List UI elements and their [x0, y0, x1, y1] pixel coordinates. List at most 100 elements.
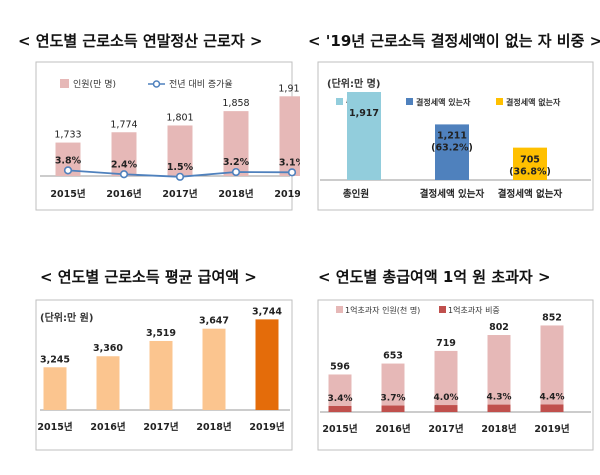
unit-label: (단위:만 원)	[40, 311, 93, 324]
line-value-label: 2.4%	[111, 159, 138, 170]
bar	[513, 147, 547, 180]
line-value-label: 1.5%	[167, 162, 194, 173]
x-tick-label: 2019년	[274, 188, 300, 200]
bar	[111, 132, 137, 176]
bar	[434, 405, 458, 412]
legend-label: 1억초과자 인원(천 명)	[345, 305, 420, 315]
bar	[540, 325, 564, 412]
bar	[223, 111, 249, 176]
line-point	[119, 170, 129, 179]
x-tick-label: 2016년	[90, 421, 125, 433]
chart-frame	[317, 61, 594, 211]
chart-high-earners-panel: < 연도별 총급여액 1억 원 초과자 > 1억초과자 인원(천 명) 1억초과자…	[300, 240, 600, 475]
x-tick-label: 2018년	[196, 421, 231, 433]
x-tick-label: 총인원	[343, 188, 369, 200]
bar	[328, 406, 352, 412]
bar-value-label: 1,774	[110, 119, 137, 130]
legend-swatch	[496, 98, 503, 105]
x-tick-label: 2015년	[37, 421, 72, 433]
x-tick-label: 2017년	[428, 423, 463, 435]
bar-value-label: 1,733	[54, 130, 81, 141]
x-tick-label: 2018년	[218, 188, 253, 200]
chart-workers: 인원(만 명) 전년 대비 증가율 1,733 2015년 1,774 2016년 1,80…	[35, 61, 300, 211]
chart-high-earners: 1억초과자 인원(천 명) 1억초과자 비중 596 3.4% 2015년 653 3.7%…	[317, 299, 594, 451]
x-tick-label: 결정세액 없는자	[498, 188, 563, 200]
bar	[381, 405, 405, 412]
bar	[487, 404, 511, 412]
bar	[96, 356, 120, 410]
bar-value-label: 3,647	[199, 316, 229, 327]
x-tick-label: 2019년	[534, 423, 569, 435]
x-tick-label: 2017년	[162, 188, 197, 200]
bar-value-label: 3,245	[40, 354, 70, 365]
bar-value-label: 1,917	[349, 108, 379, 119]
bar	[279, 96, 300, 176]
line-value-label: 3.2%	[223, 157, 250, 168]
x-tick-label: 2018년	[481, 423, 516, 435]
bar	[435, 124, 469, 180]
chart-taxpayer-share-panel: < '19년 근로소득 결정세액이 없는 자 비중 > (단위:만 명) 총인원 결…	[300, 0, 600, 230]
bar-value-label: 719	[436, 338, 456, 349]
bar-share-label: (63.2%)	[431, 142, 473, 153]
chart-frame	[35, 299, 293, 451]
chart-title: < 연도별 근로소득 연말정산 근로자 >	[18, 32, 263, 50]
line-point	[175, 172, 185, 181]
legend-swatch	[336, 98, 343, 105]
legend-swatch	[406, 98, 413, 105]
legend-swatch	[439, 306, 446, 313]
bar	[167, 125, 193, 176]
x-tick-label: 2019년	[249, 421, 284, 433]
chart-title: < 연도별 근로소득 평균 급여액 >	[40, 268, 257, 286]
bar	[328, 374, 352, 412]
bar	[43, 367, 67, 410]
bar	[149, 340, 173, 410]
legend-swatch	[152, 80, 161, 88]
legend-label: 인원(만 명)	[73, 79, 116, 90]
chart-avg-salary: (단위:만 원) 3,245 2015년 3,360 2016년 3,519 2017년 3,…	[35, 299, 293, 451]
legend-label: 결정세액 없는자	[506, 97, 561, 107]
bar-value-label: 1,211	[437, 130, 467, 141]
bar	[202, 328, 226, 410]
bar	[255, 319, 279, 410]
legend-swatch	[336, 306, 343, 313]
bar	[434, 350, 458, 412]
x-tick-label: 2016년	[375, 423, 410, 435]
chart-frame	[317, 299, 594, 451]
bar-value-label: 4.3%	[487, 393, 512, 403]
bar-share-label: (36.8%)	[509, 167, 551, 178]
bar	[347, 92, 381, 180]
chart-workers-panel: < 연도별 근로소득 연말정산 근로자 > 인원(만 명) 전년 대비 증가율 1,…	[0, 0, 300, 230]
x-tick-label: 2015년	[50, 188, 85, 200]
unit-label: (단위:만 명)	[327, 77, 380, 90]
bar-value-label: 3.4%	[328, 394, 353, 404]
bar-value-label: 1,858	[222, 98, 249, 109]
bar-value-label: 653	[383, 351, 403, 362]
legend-swatch	[60, 79, 69, 88]
bar	[540, 404, 564, 412]
bar	[487, 335, 511, 412]
legend-label: 1억초과자 비중	[448, 305, 500, 315]
chart-avg-salary-panel: < 연도별 근로소득 평균 급여액 > (단위:만 원) 3,245 2015년 3,…	[0, 240, 300, 475]
bar-value-label: 596	[330, 361, 350, 372]
bar-value-label: 4.0%	[434, 393, 459, 403]
bar-value-label: 4.4%	[540, 393, 565, 403]
line-point	[287, 168, 297, 177]
line-value-label: 3.1%	[279, 157, 300, 168]
x-tick-label: 2016년	[106, 188, 141, 200]
bar-value-label: 3,744	[252, 306, 282, 317]
bar-value-label: 852	[542, 312, 562, 323]
bar-value-label: 3,519	[146, 328, 176, 339]
bar-value-label: 802	[489, 322, 509, 333]
bar	[381, 363, 405, 412]
legend-label: 결정세액 있는자	[416, 97, 471, 107]
bar-value-label: 3,360	[93, 343, 123, 354]
bar-value-label: 3.7%	[381, 394, 406, 404]
x-tick-label: 결정세액 있는자	[420, 188, 485, 200]
bar-value-label: 1,917	[278, 83, 300, 94]
bar-value-label: 1,801	[166, 112, 193, 123]
bar-value-label: 705	[520, 155, 540, 166]
chart-title: < 연도별 총급여액 1억 원 초과자 >	[318, 268, 551, 286]
line-point	[63, 166, 73, 175]
chart-title: < '19년 근로소득 결정세액이 없는 자 비중 >	[308, 32, 600, 50]
